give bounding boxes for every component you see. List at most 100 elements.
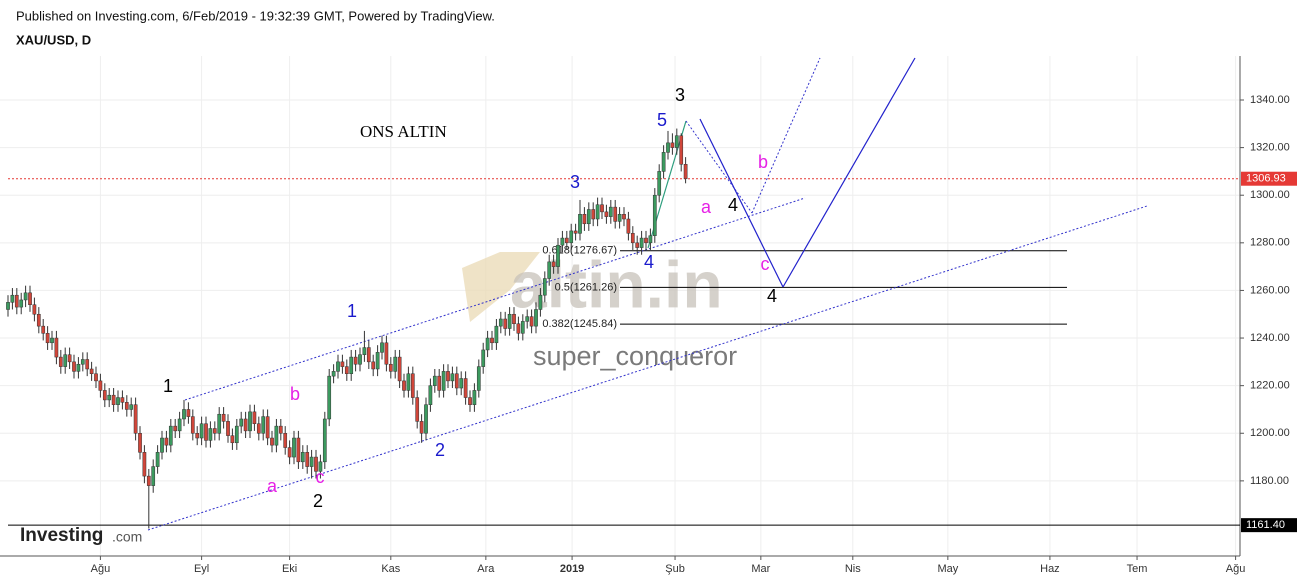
candle-body xyxy=(380,342,384,353)
candle-body xyxy=(155,452,160,467)
candle-body xyxy=(314,456,318,472)
candle-body xyxy=(107,394,112,401)
candle-body xyxy=(538,294,543,310)
x-tick-label: Nis xyxy=(845,563,861,575)
wave-label: 5 xyxy=(657,110,667,130)
candle-body xyxy=(428,385,433,405)
x-tick-label: Eki xyxy=(282,563,297,575)
candle-body xyxy=(274,425,279,446)
candle-body xyxy=(454,373,459,389)
candle-body xyxy=(481,349,486,367)
candle-body xyxy=(349,356,354,374)
candle-body xyxy=(503,318,508,329)
candle-body xyxy=(98,380,103,391)
candle-body xyxy=(639,237,644,248)
candle-body xyxy=(226,421,230,436)
candle-body xyxy=(437,375,442,391)
candle-body xyxy=(520,321,525,334)
candle-body xyxy=(591,209,596,220)
candle-body xyxy=(239,418,244,427)
candle-body xyxy=(468,397,472,405)
fib-label: 0.5(1261.26) xyxy=(555,281,617,293)
candle-body xyxy=(648,235,653,244)
candle-body xyxy=(287,447,292,458)
candle-body xyxy=(252,411,257,424)
candle-body xyxy=(595,204,600,220)
candle-body xyxy=(534,309,538,327)
candle-body xyxy=(604,211,609,217)
wave-label: 4 xyxy=(728,195,738,215)
candle-body xyxy=(476,366,481,391)
candle-body xyxy=(494,325,499,344)
candle-body xyxy=(28,292,32,305)
wave-label: 4 xyxy=(767,286,777,306)
candle-body xyxy=(397,356,402,382)
candle-body xyxy=(186,409,191,417)
candle-body xyxy=(384,342,389,365)
wave-label: c xyxy=(761,254,770,274)
candle-body xyxy=(182,409,186,420)
wave-label: 4 xyxy=(644,252,654,272)
candle-body xyxy=(586,209,591,225)
candle-body xyxy=(160,437,164,453)
wave-label: 3 xyxy=(675,85,685,105)
x-tick-label: Şub xyxy=(665,563,685,575)
candle-body xyxy=(366,347,371,363)
candle-body xyxy=(666,142,670,153)
x-tick-label: Tem xyxy=(1127,563,1148,575)
fib-label: 0.618(1276.67) xyxy=(542,245,617,257)
drawn-line xyxy=(751,57,821,214)
y-tick-label: 1260.00 xyxy=(1250,284,1290,296)
candle-body xyxy=(358,354,362,365)
y-tick-label: 1220.00 xyxy=(1250,380,1290,392)
wave-label: b xyxy=(290,384,300,404)
candle-body xyxy=(190,416,195,434)
candle-body xyxy=(573,230,578,234)
candle-body xyxy=(102,390,107,401)
x-tick-label: Kas xyxy=(381,563,400,575)
candle-body xyxy=(256,423,261,434)
candle-body xyxy=(58,356,63,367)
drawn-line xyxy=(699,118,784,288)
candle-body xyxy=(94,373,98,382)
candle-body xyxy=(371,361,376,370)
candle-body xyxy=(234,425,239,444)
candle-body xyxy=(525,316,530,322)
drawn-line xyxy=(782,57,916,288)
y-tick-label: 1320.00 xyxy=(1250,142,1290,154)
candle-body xyxy=(529,316,534,327)
candle-body xyxy=(221,413,226,422)
candle-body xyxy=(600,204,604,213)
candle-body xyxy=(432,375,437,386)
candle-body xyxy=(507,313,512,329)
candle-body xyxy=(485,337,490,351)
candle-body xyxy=(617,214,622,222)
note-text: ONS ALTIN xyxy=(360,122,447,141)
candle-body xyxy=(344,366,349,374)
candle-body xyxy=(120,397,125,403)
candle-body xyxy=(177,418,182,432)
candle-body xyxy=(270,437,274,446)
candle-body xyxy=(243,418,248,432)
candle-body xyxy=(402,380,406,391)
candle-body xyxy=(76,363,81,372)
x-tick-label: Ağu xyxy=(1226,563,1246,575)
candle-body xyxy=(551,261,556,267)
candle-body xyxy=(305,452,310,467)
candle-body xyxy=(542,278,547,296)
grid xyxy=(0,56,1240,556)
wave-label: 3 xyxy=(570,172,580,192)
candle-body xyxy=(168,425,173,446)
wave-label: 2 xyxy=(313,491,323,511)
candle-body xyxy=(67,354,72,363)
y-tick-label: 1300.00 xyxy=(1250,189,1290,201)
candle-body xyxy=(124,402,129,410)
candle-body xyxy=(674,135,679,148)
candle-body xyxy=(195,433,200,439)
low-badge-label: 1161.40 xyxy=(1246,519,1285,531)
candle-body xyxy=(340,361,345,367)
candle-body xyxy=(80,359,85,365)
candle-body xyxy=(353,356,358,365)
candle-body xyxy=(336,361,340,372)
